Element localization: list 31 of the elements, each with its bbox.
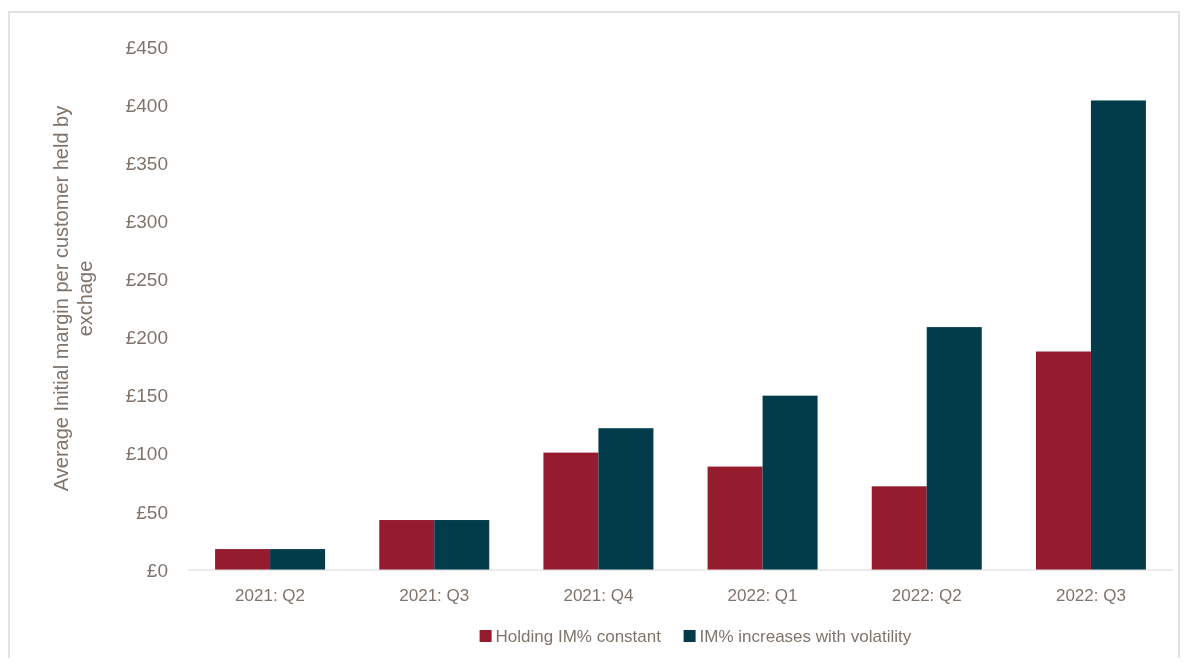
x-tick-label: 2022: Q3 [1055, 586, 1126, 605]
x-tick-label: 2022: Q2 [891, 586, 962, 605]
y-tick-label: £450 [125, 36, 168, 58]
legend-label: IM% increases with volatility [699, 627, 912, 646]
y-tick-label: £200 [125, 327, 168, 349]
bar [926, 327, 982, 570]
y-axis-title: Average Initial margin per customer held by exchage [50, 105, 96, 492]
y-tick-label: £250 [125, 269, 168, 291]
bar [707, 466, 763, 570]
bar [762, 395, 818, 570]
x-tick-label: 2021: Q4 [563, 586, 634, 605]
bar [215, 549, 271, 570]
x-tick-label: 2022: Q1 [727, 586, 798, 605]
bar [543, 452, 599, 570]
bar [1090, 100, 1146, 570]
y-tick-label: £50 [136, 501, 168, 523]
x-tick-label: 2021: Q3 [399, 586, 470, 605]
bar [434, 520, 490, 570]
y-tick-label: £150 [125, 385, 168, 407]
legend-label: Holding IM% constant [495, 627, 662, 646]
bar [871, 486, 927, 570]
y-tick-label: £100 [125, 443, 168, 465]
y-tick-label: £300 [125, 210, 168, 232]
y-tick-label: £350 [125, 152, 168, 174]
y-tick-label: £0 [146, 559, 168, 581]
bar [379, 520, 435, 570]
bar [1035, 351, 1091, 570]
bar [598, 428, 654, 570]
y-tick-label: £400 [125, 94, 168, 116]
bar [270, 549, 326, 570]
x-tick-label: 2021: Q2 [235, 586, 306, 605]
